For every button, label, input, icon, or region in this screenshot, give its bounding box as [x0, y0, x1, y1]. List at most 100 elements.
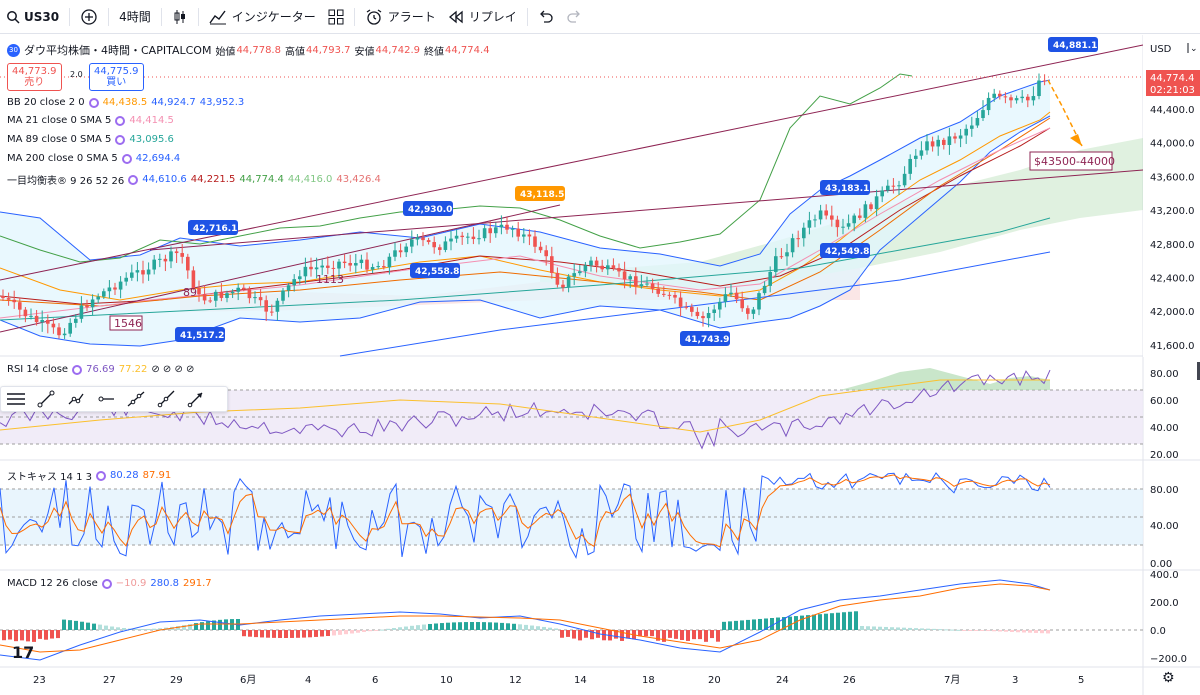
- time-axis-label: 12: [509, 675, 522, 686]
- candle-body: [471, 236, 476, 240]
- candle-body: [29, 315, 33, 317]
- symbol-search[interactable]: US30: [0, 0, 65, 34]
- candle-body: [40, 320, 44, 323]
- macd-histogram-bar: [248, 630, 252, 637]
- candle-body: [785, 252, 789, 257]
- ray-tool[interactable]: [151, 387, 181, 411]
- price-chart[interactable]: $43500-44000154689111344,881.142,716.142…: [0, 35, 1200, 695]
- settings-icon[interactable]: [115, 115, 126, 126]
- macd-histogram-bar: [260, 630, 264, 638]
- indicator-value: 44,924.7: [151, 97, 196, 108]
- candle-body: [572, 273, 576, 277]
- sell-button[interactable]: 44,773.9 売り: [7, 63, 62, 91]
- settings-icon[interactable]: [101, 578, 112, 589]
- drag-handle[interactable]: [1, 387, 31, 411]
- indicator-legend-row: MA 200 close 0 SMA 5 42,694.4: [7, 153, 180, 164]
- settings-icon[interactable]: [72, 364, 83, 375]
- indicator-value: 43,095.6: [129, 134, 174, 145]
- candle-body: [522, 234, 526, 237]
- candle-body: [617, 267, 621, 272]
- candle-body: [482, 228, 487, 239]
- candle-body: [135, 270, 140, 273]
- candle-body: [398, 250, 403, 253]
- horizontal-ray-tool[interactable]: [91, 387, 121, 411]
- chart-type-button[interactable]: [166, 0, 194, 34]
- candle-body: [202, 294, 207, 301]
- replay-button[interactable]: リプレイ: [442, 0, 523, 34]
- rsi-label: RSI 14 close: [7, 364, 69, 375]
- price-callout: 43,183.1: [825, 184, 869, 194]
- macd-histogram-bar: [854, 611, 858, 630]
- candle-body: [90, 299, 95, 308]
- interval-button[interactable]: 4時間: [119, 10, 151, 24]
- redo-button[interactable]: [560, 0, 588, 34]
- settings-icon[interactable]: [115, 134, 126, 145]
- undo-button[interactable]: [532, 0, 560, 34]
- alert-button[interactable]: アラート: [359, 0, 442, 34]
- ma-200-line: [339, 251, 1051, 357]
- macd-histogram-bar: [932, 628, 936, 630]
- trend-line-tool[interactable]: [31, 387, 61, 411]
- macd-histogram-bar: [350, 630, 354, 634]
- candle-body: [258, 297, 263, 301]
- candle-body: [824, 210, 828, 216]
- indicators-button[interactable]: インジケーター: [203, 0, 322, 34]
- grid-icon: [328, 9, 344, 24]
- settings-icon[interactable]: [96, 470, 106, 481]
- candle-body: [919, 150, 924, 156]
- macd-histogram-bar: [386, 628, 390, 630]
- candle-body: [281, 290, 285, 301]
- macd-histogram-bar: [140, 628, 144, 630]
- candle-body: [270, 311, 274, 313]
- macd-histogram-bar: [464, 622, 468, 630]
- stoch-d-value: 87.91: [142, 470, 172, 481]
- macd-histogram-bar: [14, 630, 18, 642]
- arrow-icon: [187, 392, 203, 408]
- compare-button[interactable]: [74, 0, 104, 34]
- candle-body: [566, 276, 571, 288]
- macd-histogram-bar: [332, 630, 336, 636]
- arrow-tool[interactable]: [181, 387, 211, 411]
- macd-histogram-bar: [716, 630, 720, 642]
- candle-body: [51, 323, 56, 328]
- candle-body: [1020, 96, 1024, 99]
- rsi-overbought-fill: [840, 368, 1050, 390]
- settings-icon[interactable]: [88, 97, 99, 108]
- macd-histogram-bar: [986, 630, 990, 632]
- candle-body: [880, 190, 884, 197]
- path-tool[interactable]: [61, 387, 91, 411]
- macd-axis-label: 200.0: [1150, 598, 1179, 609]
- candle-body: [550, 256, 554, 273]
- macd-histogram-bar: [710, 630, 714, 639]
- macd-histogram-bar: [500, 622, 504, 630]
- candle-body: [1014, 98, 1019, 101]
- layouts-button[interactable]: [322, 0, 350, 34]
- price-callout: 44,881.1: [1053, 41, 1097, 51]
- macd-histogram-bar: [422, 624, 426, 630]
- macd-histogram-bar: [944, 629, 948, 631]
- macd-histogram-bar: [956, 629, 960, 631]
- time-axis-label: 10: [440, 675, 453, 686]
- buy-button[interactable]: 44,775.9 買い: [89, 63, 144, 91]
- price-callout: 42,930.0: [408, 205, 452, 215]
- macd-histogram-bar: [662, 630, 666, 642]
- top-toolbar: US30 4時間 インジケーター アラート リプレイ: [0, 0, 1200, 34]
- candle-body: [970, 125, 974, 129]
- macd-histogram-bar: [518, 624, 522, 630]
- candle-body: [34, 315, 39, 323]
- gear-icon[interactable]: ⚙: [1162, 670, 1175, 686]
- spread-value: 2.0: [70, 70, 83, 79]
- candle-body: [314, 267, 319, 270]
- candle-body: [118, 281, 123, 290]
- settings-icon[interactable]: [128, 174, 139, 185]
- macd-histogram-bar: [182, 625, 186, 630]
- macd-histogram-bar: [206, 621, 210, 630]
- settings-icon[interactable]: [121, 153, 132, 164]
- macd-histogram-bar: [92, 623, 96, 630]
- macd-histogram-bar: [884, 626, 888, 630]
- level-label: 1546: [114, 317, 142, 330]
- close-value: 44,774.4: [445, 44, 490, 56]
- extended-line-tool[interactable]: [121, 387, 151, 411]
- macd-histogram-bar: [554, 628, 558, 630]
- open-label: 始値: [215, 46, 236, 58]
